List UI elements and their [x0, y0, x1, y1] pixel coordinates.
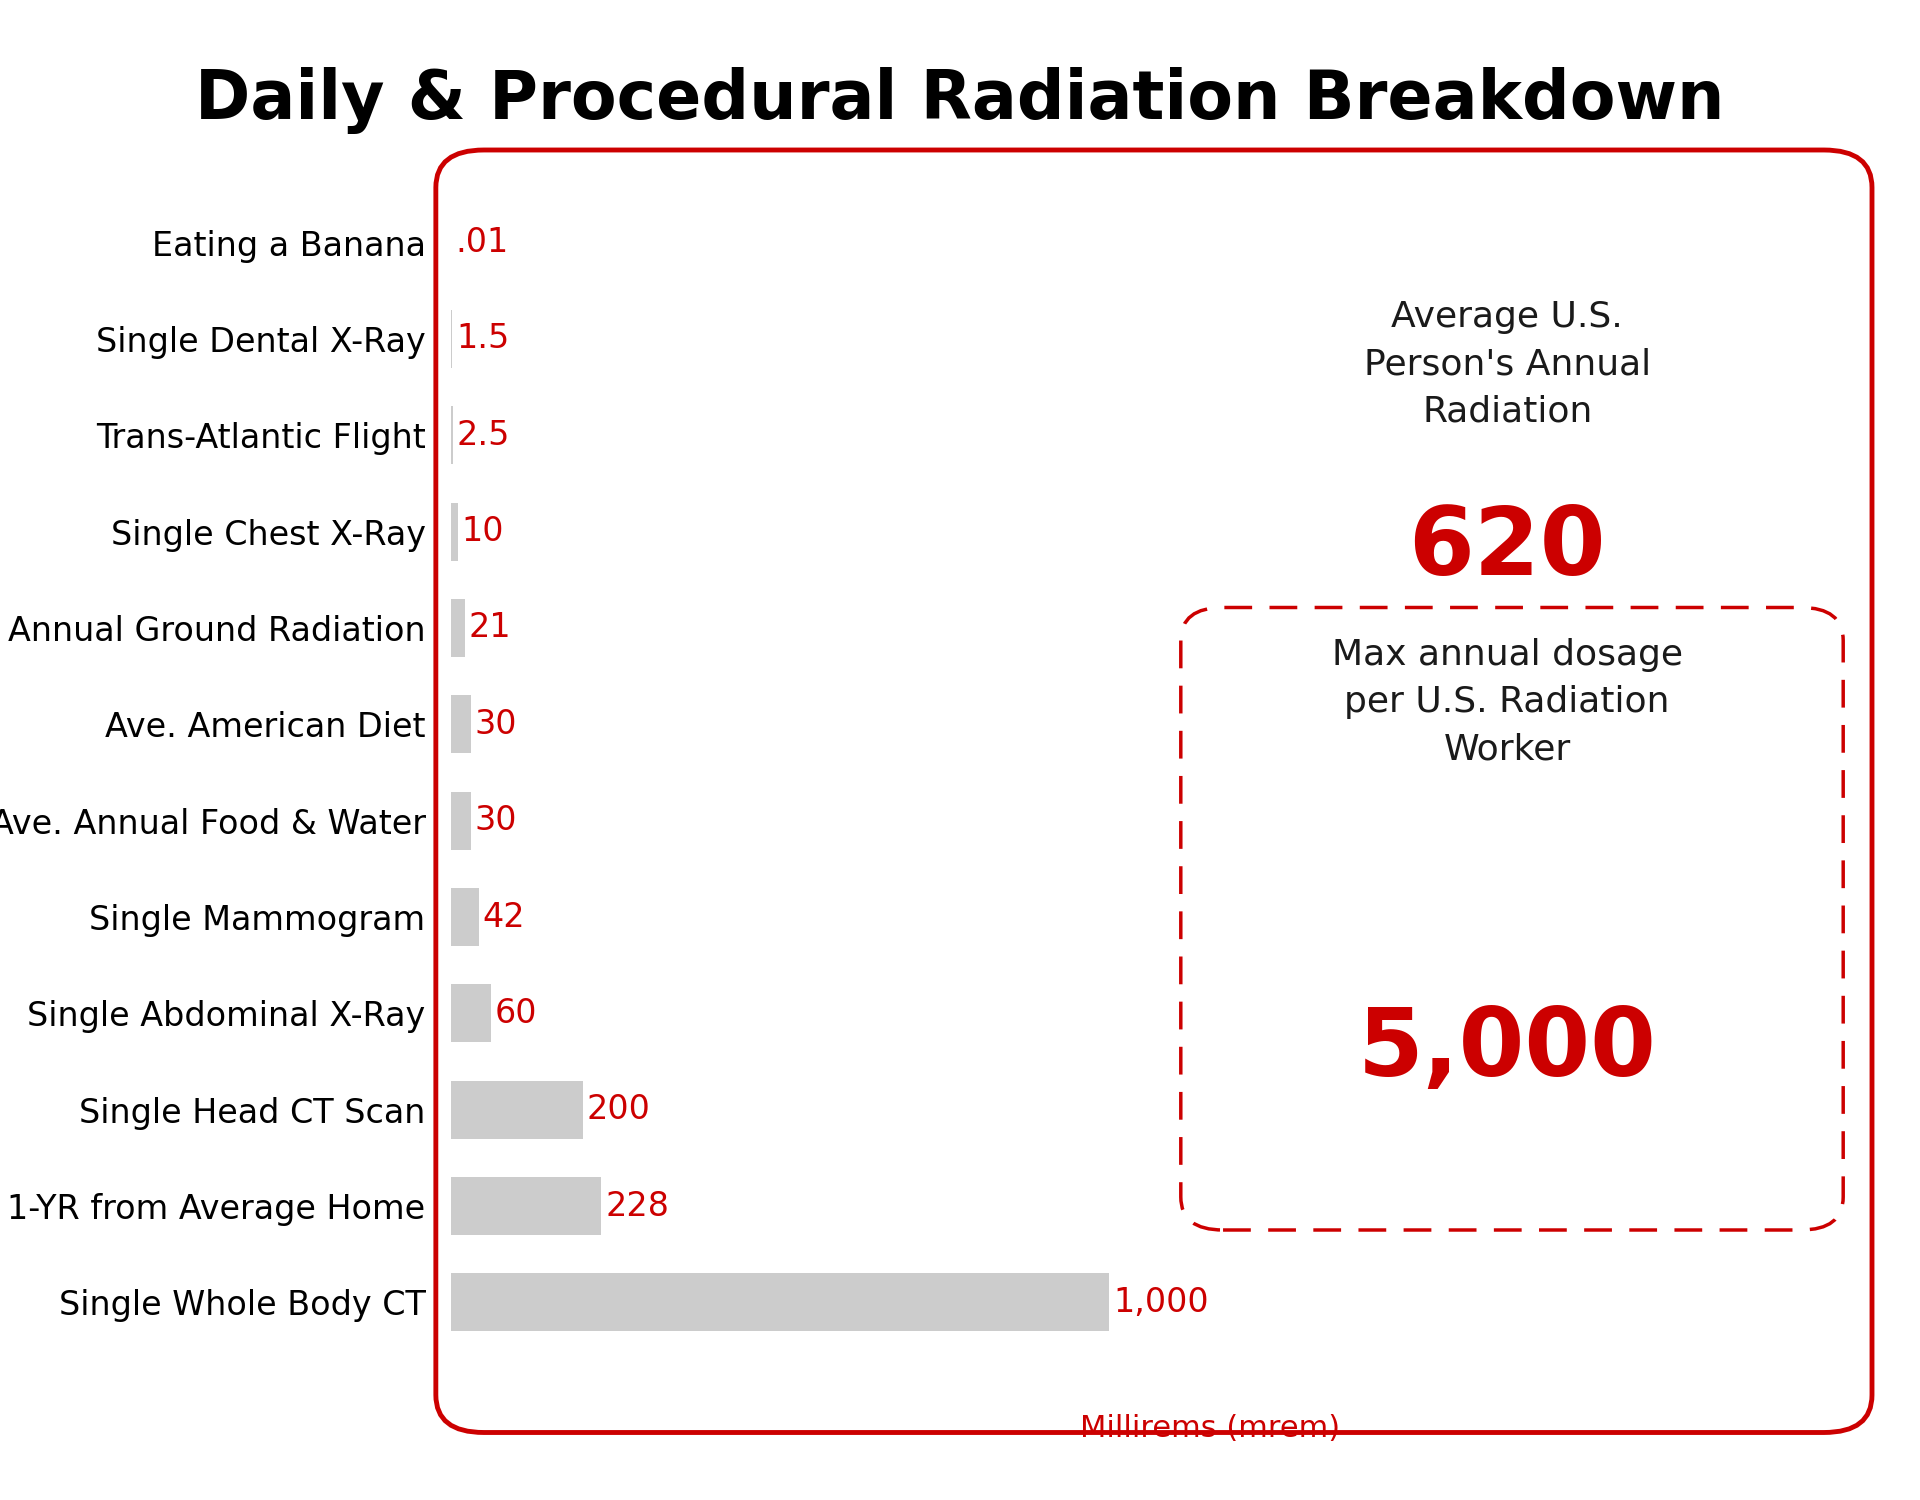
Text: 1,000: 1,000	[1114, 1286, 1210, 1318]
Text: 228: 228	[605, 1190, 668, 1222]
Bar	[451, 1274, 1110, 1332]
Bar	[451, 792, 470, 849]
Bar	[451, 984, 492, 1042]
Text: 10: 10	[461, 514, 505, 548]
Bar	[451, 1178, 601, 1234]
Text: 42: 42	[482, 900, 526, 933]
Bar	[451, 696, 470, 753]
Text: 5,000: 5,000	[1357, 1004, 1657, 1096]
Text: 30: 30	[474, 804, 516, 837]
Bar	[451, 598, 465, 657]
Text: 21: 21	[468, 612, 511, 645]
Text: 2.5: 2.5	[457, 419, 511, 452]
Text: Daily & Procedural Radiation Breakdown: Daily & Procedural Radiation Breakdown	[196, 68, 1724, 135]
Text: 1.5: 1.5	[457, 322, 509, 356]
Text: 60: 60	[495, 998, 538, 1030]
Text: Max annual dosage
per U.S. Radiation
Worker: Max annual dosage per U.S. Radiation Wor…	[1332, 638, 1682, 766]
Bar	[451, 888, 478, 946]
Text: 200: 200	[588, 1094, 651, 1126]
Bar	[451, 1082, 584, 1138]
Text: 620: 620	[1409, 503, 1605, 594]
Text: Average U.S.
Person's Annual
Radiation: Average U.S. Person's Annual Radiation	[1363, 300, 1651, 429]
Bar	[451, 503, 457, 561]
Text: .01: .01	[455, 226, 509, 260]
Text: Millirems (mrem): Millirems (mrem)	[1079, 1414, 1340, 1443]
Text: 30: 30	[474, 708, 516, 741]
